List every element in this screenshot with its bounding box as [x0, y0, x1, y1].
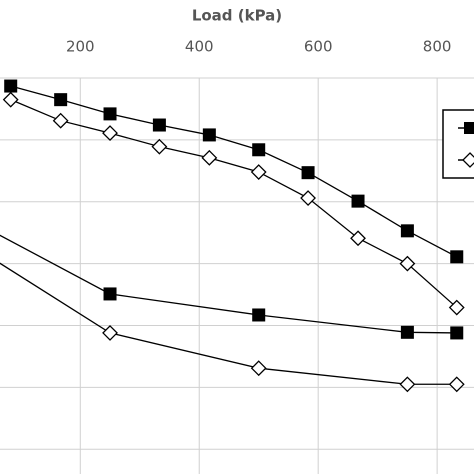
point [350, 230, 366, 247]
point [450, 250, 464, 264]
point [102, 125, 118, 141]
point [400, 325, 414, 339]
legend [442, 109, 474, 179]
x-tick-label: 400 [185, 38, 214, 56]
point [250, 164, 267, 180]
point [103, 287, 117, 301]
x-tick-label: 200 [66, 38, 95, 56]
point [202, 128, 216, 142]
legend-marker [464, 122, 474, 134]
point [201, 149, 218, 166]
point [450, 326, 464, 340]
point [52, 112, 69, 129]
legend-box [442, 109, 474, 179]
point [448, 376, 465, 393]
point [4, 79, 18, 93]
legend-marker [462, 152, 474, 168]
point [102, 325, 118, 341]
point [250, 360, 267, 377]
x-axis-title: Load (kPa) [192, 7, 282, 25]
point [399, 376, 416, 393]
x-tick-label: 600 [304, 38, 333, 56]
series-line [10, 99, 458, 309]
point [399, 255, 416, 272]
point [54, 93, 68, 107]
point [252, 143, 266, 157]
point [151, 138, 168, 155]
point [400, 224, 414, 238]
point [252, 308, 266, 322]
x-tick-label: 800 [423, 38, 452, 56]
series-line [10, 85, 458, 258]
series-line [0, 234, 457, 334]
point [2, 91, 19, 108]
point [448, 299, 465, 316]
point [351, 194, 365, 208]
point [300, 190, 316, 206]
point [152, 118, 166, 132]
point [103, 107, 117, 121]
point [301, 166, 315, 180]
series-line [0, 262, 457, 385]
